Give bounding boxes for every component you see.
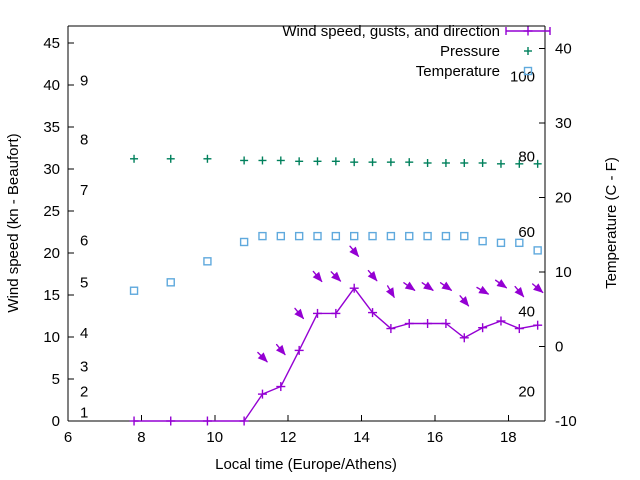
beaufort-label: 5 bbox=[80, 274, 88, 291]
y-tick-label: 45 bbox=[43, 35, 60, 52]
y2-tick-label: 10 bbox=[555, 264, 572, 281]
y-tick-label: 0 bbox=[52, 413, 60, 430]
beaufort-scale-labels: 1 2 3 4 5 6 7 8 9 bbox=[80, 73, 88, 422]
beaufort-label: 7 bbox=[80, 182, 88, 199]
y-tick-label: 40 bbox=[43, 77, 60, 94]
x-tick-label: 14 bbox=[353, 429, 370, 446]
y2-tick-label: 30 bbox=[555, 115, 572, 132]
y2-axis-title: Temperature (C - F) bbox=[603, 157, 620, 289]
x-tick-label: 18 bbox=[500, 429, 517, 446]
y2-tick-label: 0 bbox=[555, 338, 563, 355]
y-tick-label: 10 bbox=[43, 329, 60, 346]
x-tick-label: 8 bbox=[137, 429, 145, 446]
x-tick-label: 10 bbox=[206, 429, 223, 446]
right-axis-ticks: -10 0 10 20 30 40 bbox=[539, 40, 577, 430]
y-tick-label: 5 bbox=[52, 371, 60, 388]
x-tick-label: 16 bbox=[427, 429, 444, 446]
y2-tick-label: 20 bbox=[555, 189, 572, 206]
legend-label: Pressure bbox=[440, 43, 500, 60]
beaufort-label: 8 bbox=[80, 131, 88, 148]
legend-label: Wind speed, gusts, and direction bbox=[282, 23, 500, 40]
y2-tick-label: -10 bbox=[555, 413, 577, 430]
chart-legend: Wind speed, gusts, and direction Pressure… bbox=[282, 23, 551, 80]
x-tick-label: 6 bbox=[64, 429, 72, 446]
legend-label: Temperature bbox=[416, 63, 500, 80]
fahrenheit-label: 20 bbox=[518, 384, 535, 401]
beaufort-label: 3 bbox=[80, 358, 88, 375]
y-tick-label: 15 bbox=[43, 287, 60, 304]
y-tick-label: 30 bbox=[43, 161, 60, 178]
x-axis-title: Local time (Europe/Athens) bbox=[215, 456, 397, 473]
fahrenheit-label: 80 bbox=[518, 148, 535, 165]
y2-tick-label: 40 bbox=[555, 40, 572, 57]
series-pressure bbox=[130, 154, 542, 168]
y-tick-label: 20 bbox=[43, 245, 60, 262]
fahrenheit-scale-labels: 20 40 60 80 100 bbox=[510, 68, 535, 400]
series-temperature bbox=[129, 231, 542, 295]
fahrenheit-label: 100 bbox=[510, 68, 535, 85]
beaufort-label: 6 bbox=[80, 232, 88, 249]
beaufort-label: 2 bbox=[80, 384, 88, 401]
left-axis-ticks: 0 5 10 15 20 25 30 35 40 45 bbox=[43, 35, 74, 430]
y-tick-label: 35 bbox=[43, 119, 60, 136]
beaufort-label: 1 bbox=[80, 405, 88, 422]
wind-direction-arrows bbox=[257, 245, 544, 363]
beaufort-label: 9 bbox=[80, 73, 88, 90]
fahrenheit-label: 60 bbox=[518, 224, 535, 241]
bottom-axis-ticks: 6 8 10 12 14 16 18 bbox=[64, 415, 517, 446]
plot-frame bbox=[67, 25, 546, 422]
y-tick-label: 25 bbox=[43, 203, 60, 220]
fahrenheit-label: 40 bbox=[518, 304, 535, 321]
series-wind-speed bbox=[129, 283, 543, 426]
y-axis-title: Wind speed (kn - Beaufort) bbox=[5, 133, 22, 312]
beaufort-label: 4 bbox=[80, 325, 88, 342]
x-tick-label: 12 bbox=[280, 429, 297, 446]
